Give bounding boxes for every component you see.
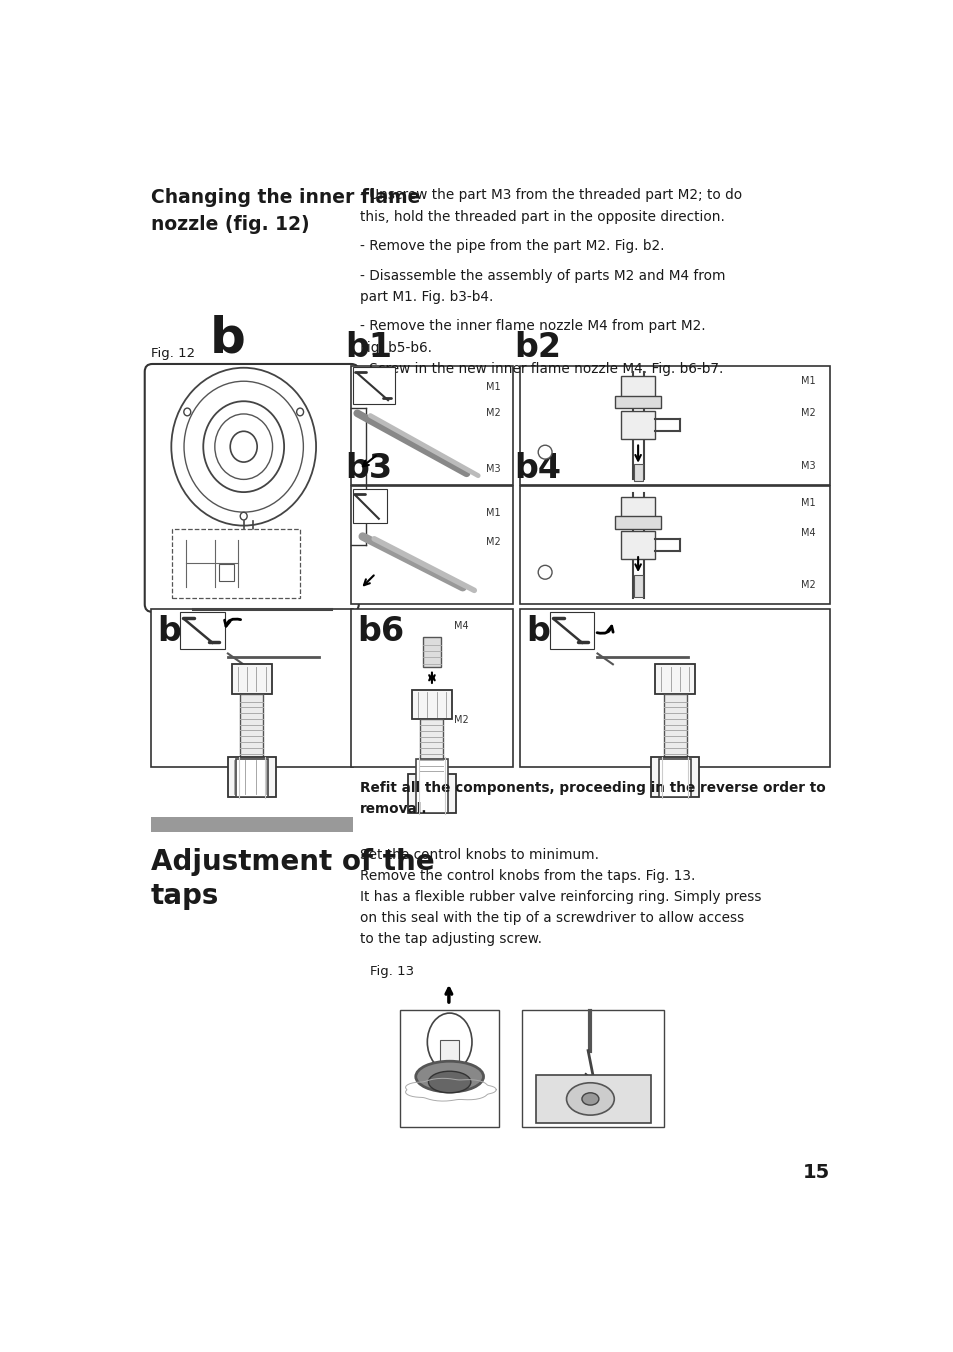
- Text: M4: M4: [453, 621, 468, 631]
- Text: b2: b2: [514, 331, 560, 364]
- Text: Remove the control knobs from the taps. Fig. 13.: Remove the control knobs from the taps. …: [360, 869, 695, 883]
- Text: Set the control knobs to minimum.: Set the control knobs to minimum.: [360, 848, 598, 861]
- Bar: [521, 1010, 664, 1126]
- Bar: [353, 489, 387, 523]
- Bar: [400, 1010, 498, 1126]
- Bar: [351, 365, 513, 485]
- Bar: [228, 757, 275, 796]
- Ellipse shape: [172, 368, 315, 526]
- Text: Refit all the components, proceeding in the reverse order to: Refit all the components, proceeding in …: [360, 780, 825, 795]
- Text: this, hold the threaded part in the opposite direction.: this, hold the threaded part in the oppo…: [360, 210, 724, 224]
- Bar: [416, 758, 448, 813]
- Text: 15: 15: [801, 1163, 829, 1182]
- Text: M1: M1: [485, 508, 500, 518]
- Text: Fig. b5-b6.: Fig. b5-b6.: [360, 341, 432, 354]
- Bar: [353, 366, 395, 404]
- Bar: [536, 1075, 650, 1122]
- Ellipse shape: [240, 512, 247, 521]
- Bar: [412, 690, 452, 719]
- Text: It has a flexible rubber valve reinforcing ring. Simply press: It has a flexible rubber valve reinforci…: [360, 890, 761, 904]
- Bar: [549, 612, 594, 649]
- Bar: [218, 564, 233, 581]
- Text: part M1. Fig. b3-b4.: part M1. Fig. b3-b4.: [360, 291, 494, 304]
- Bar: [420, 719, 443, 775]
- Bar: [615, 516, 660, 529]
- Bar: [520, 608, 829, 767]
- Text: M3: M3: [485, 465, 500, 475]
- Bar: [620, 376, 655, 397]
- Text: M2: M2: [800, 408, 815, 418]
- Bar: [235, 758, 268, 796]
- Bar: [240, 694, 263, 757]
- Text: M1: M1: [485, 383, 500, 392]
- Bar: [351, 487, 513, 604]
- Text: M2: M2: [485, 537, 500, 546]
- Ellipse shape: [427, 1013, 472, 1071]
- Text: M1: M1: [800, 499, 815, 508]
- Bar: [651, 757, 699, 796]
- Ellipse shape: [230, 431, 257, 462]
- Text: b7: b7: [526, 615, 573, 648]
- Text: taps: taps: [151, 883, 219, 910]
- Bar: [232, 664, 272, 694]
- Text: M3: M3: [800, 461, 815, 470]
- Ellipse shape: [581, 1092, 598, 1105]
- Text: b1: b1: [345, 331, 392, 364]
- Text: - Unscrew the part M3 from the threaded part M2; to do: - Unscrew the part M3 from the threaded …: [360, 188, 741, 203]
- Text: - Remove the inner flame nozzle M4 from part M2.: - Remove the inner flame nozzle M4 from …: [360, 319, 705, 334]
- Ellipse shape: [214, 414, 273, 480]
- Text: - Screw in the new inner flame nozzle M4. Fig. b6-b7.: - Screw in the new inner flame nozzle M4…: [360, 362, 723, 376]
- Text: removal.: removal.: [360, 802, 427, 817]
- Text: to the tap adjusting screw.: to the tap adjusting screw.: [360, 933, 541, 946]
- Bar: [620, 531, 655, 560]
- Text: b: b: [210, 315, 245, 362]
- Text: nozzle (fig. 12): nozzle (fig. 12): [151, 215, 309, 234]
- Ellipse shape: [537, 445, 552, 460]
- Ellipse shape: [203, 402, 284, 492]
- Text: - Remove the pipe from the part M2. Fig. b2.: - Remove the pipe from the part M2. Fig.…: [360, 239, 664, 253]
- Ellipse shape: [566, 1083, 614, 1115]
- Text: M2: M2: [800, 580, 815, 589]
- Text: Fig. 13: Fig. 13: [369, 965, 414, 977]
- Bar: [180, 612, 225, 649]
- FancyBboxPatch shape: [145, 364, 358, 612]
- Bar: [422, 637, 440, 667]
- Bar: [633, 464, 642, 481]
- Bar: [655, 664, 695, 694]
- Text: b4: b4: [514, 452, 560, 485]
- Ellipse shape: [416, 1061, 483, 1092]
- Text: on this seal with the tip of a screwdriver to allow access: on this seal with the tip of a screwdriv…: [360, 911, 743, 925]
- Bar: [663, 694, 686, 757]
- Ellipse shape: [184, 381, 303, 512]
- Bar: [351, 608, 513, 767]
- Ellipse shape: [184, 408, 191, 416]
- Text: b6: b6: [356, 615, 404, 648]
- Bar: [440, 1041, 458, 1071]
- Bar: [520, 365, 829, 485]
- Bar: [615, 396, 660, 408]
- Text: b5: b5: [157, 615, 204, 648]
- Text: M1: M1: [800, 376, 815, 385]
- Text: Adjustment of the: Adjustment of the: [151, 848, 434, 876]
- Bar: [408, 775, 456, 813]
- Ellipse shape: [296, 408, 303, 416]
- Bar: [151, 608, 353, 767]
- Text: Changing the inner flame: Changing the inner flame: [151, 188, 420, 207]
- Bar: [620, 411, 655, 439]
- Text: M2: M2: [453, 715, 468, 726]
- Bar: [633, 575, 642, 596]
- Ellipse shape: [428, 1071, 471, 1092]
- Text: - Disassemble the assembly of parts M2 and M4 from: - Disassemble the assembly of parts M2 a…: [360, 269, 725, 283]
- FancyBboxPatch shape: [172, 529, 299, 598]
- Bar: [659, 758, 691, 796]
- Bar: [151, 817, 353, 831]
- Ellipse shape: [537, 565, 552, 579]
- Text: Fig. 12: Fig. 12: [151, 347, 194, 360]
- Bar: [620, 498, 655, 519]
- Bar: [520, 487, 829, 604]
- Text: b3: b3: [345, 452, 392, 485]
- Text: M2: M2: [485, 408, 500, 418]
- Text: M4: M4: [800, 527, 815, 538]
